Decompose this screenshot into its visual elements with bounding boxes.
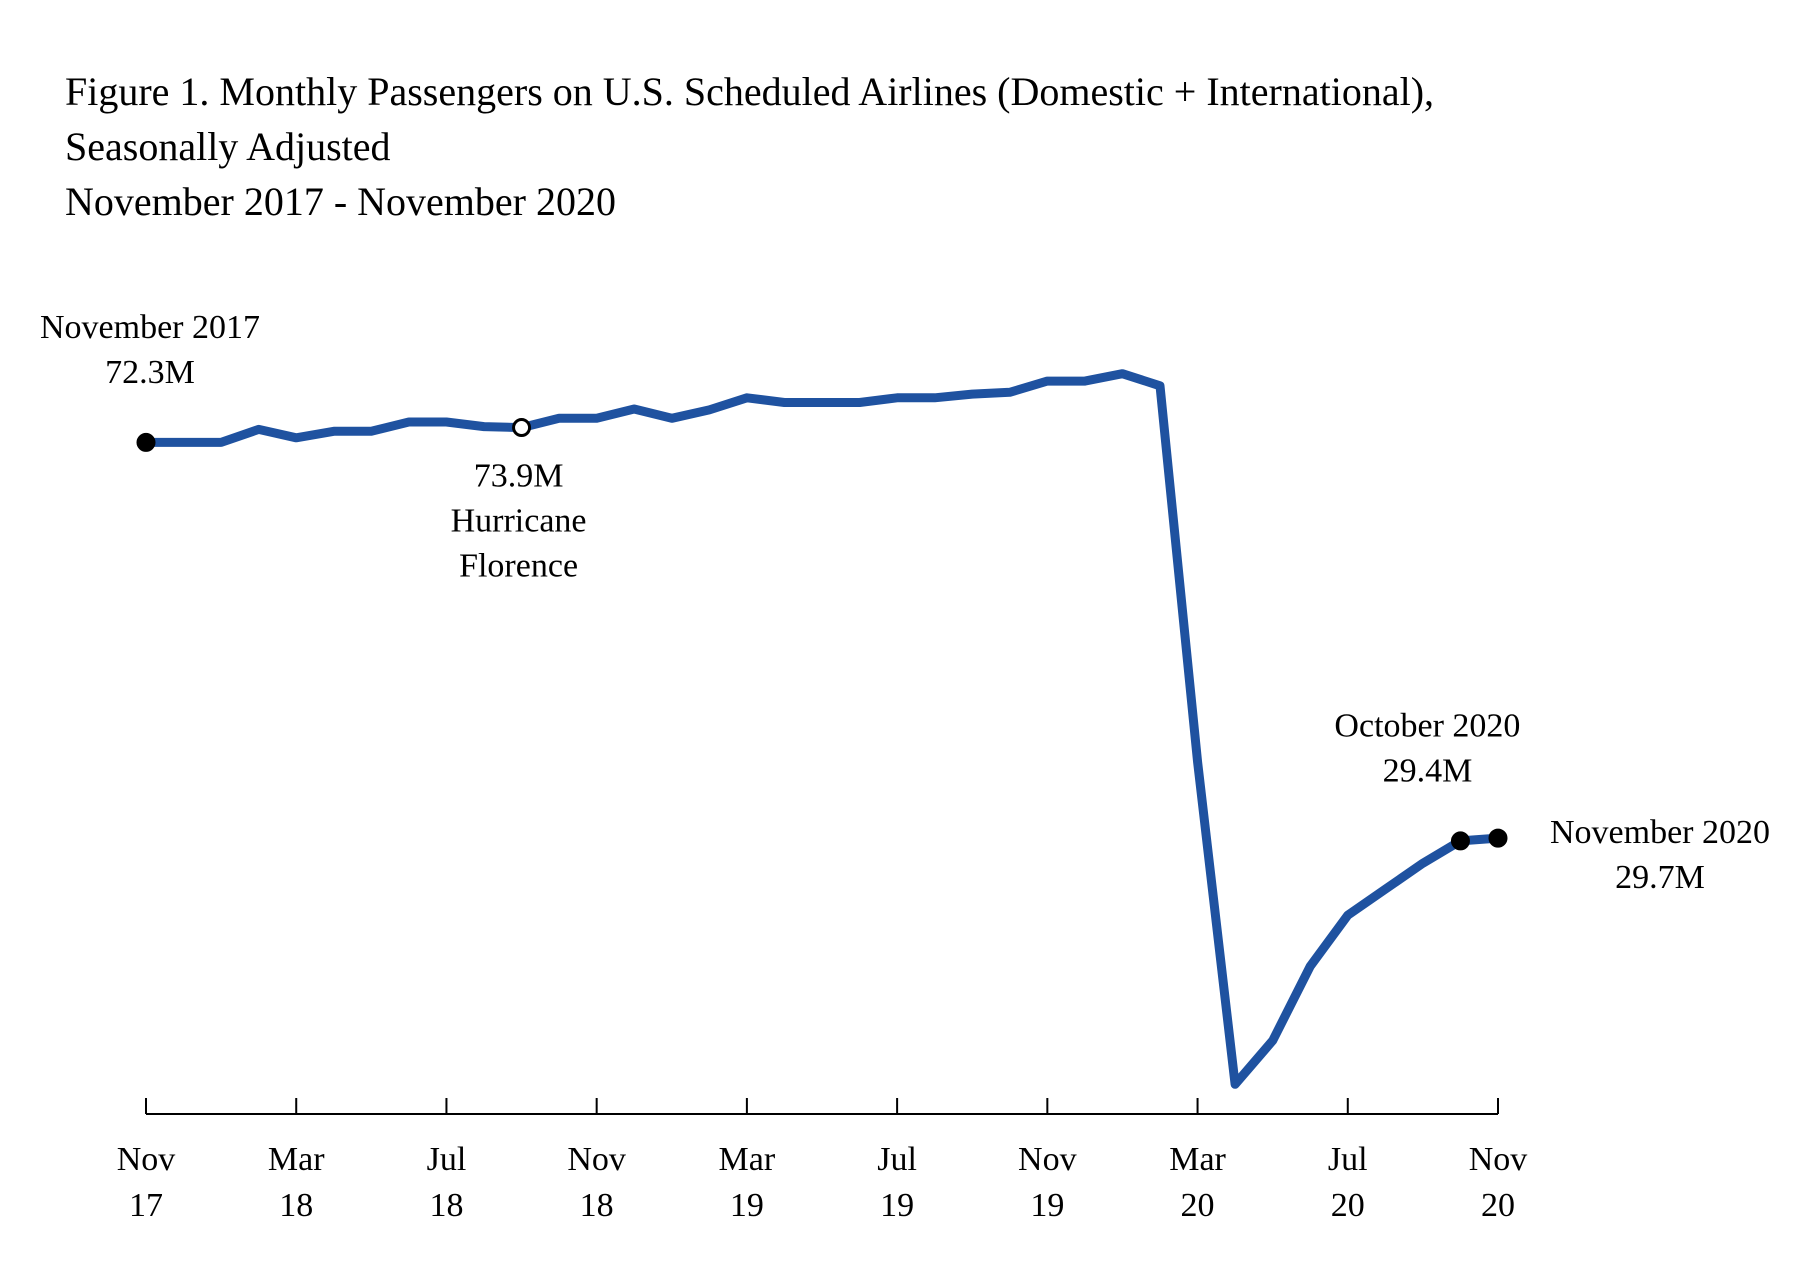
x-tick-label: 20 <box>1331 1187 1365 1224</box>
chart-title: Figure 1. Monthly Passengers on U.S. Sch… <box>65 69 1434 114</box>
x-tick-label: Jul <box>427 1141 467 1178</box>
x-tick-label: Nov <box>567 1141 626 1178</box>
x-tick-label: 18 <box>580 1187 614 1224</box>
point-marker <box>1450 831 1470 851</box>
x-tick-label: Mar <box>719 1141 776 1178</box>
x-tick-label: 19 <box>730 1187 764 1224</box>
x-tick-label: 20 <box>1181 1187 1215 1224</box>
x-tick-label: 20 <box>1481 1187 1515 1224</box>
point-marker <box>136 432 156 452</box>
x-tick-label: Mar <box>268 1141 325 1178</box>
data-line <box>146 369 1499 1089</box>
chart-title: November 2017 - November 2020 <box>65 179 616 224</box>
point-marker <box>1488 828 1508 848</box>
x-tick-label: Mar <box>1169 1141 1226 1178</box>
point-marker <box>512 418 532 438</box>
x-tick-label: Jul <box>877 1141 917 1178</box>
x-tick-label: Nov <box>1018 1141 1077 1178</box>
x-tick-label: 17 <box>129 1187 163 1224</box>
x-tick-label: 18 <box>429 1187 463 1224</box>
x-tick-label: 19 <box>1030 1187 1064 1224</box>
annotation: October 2020 <box>1334 708 1520 745</box>
value-label: 73.9M <box>474 457 564 494</box>
annotation: November 2020 <box>1550 814 1770 851</box>
x-tick-label: Nov <box>1469 1141 1528 1178</box>
x-tick-label: Nov <box>117 1141 176 1178</box>
x-tick-label: 18 <box>279 1187 313 1224</box>
x-tick-label: Jul <box>1328 1141 1368 1178</box>
annotation: Hurricane <box>451 502 587 539</box>
value-label: 29.7M <box>1615 859 1705 896</box>
annotation: Florence <box>459 547 578 584</box>
annotation: November 2017 <box>40 309 260 346</box>
x-tick-label: 19 <box>880 1187 914 1224</box>
chart-title: Seasonally Adjusted <box>65 124 391 169</box>
value-label: 29.4M <box>1383 753 1473 790</box>
value-label: 72.3M <box>105 354 195 391</box>
